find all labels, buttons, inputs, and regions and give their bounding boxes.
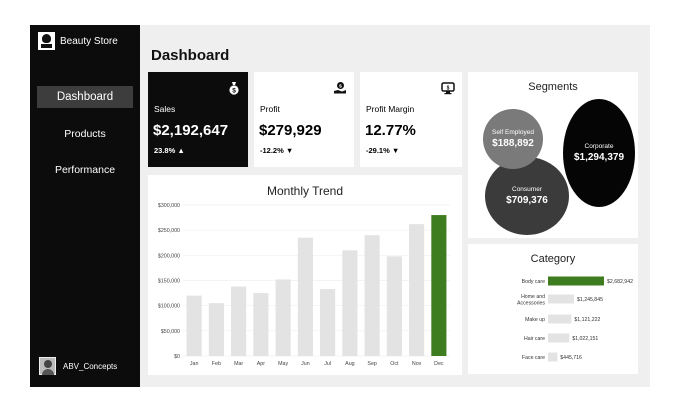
bar-feb xyxy=(208,303,224,356)
y-tick-label: $100,000 xyxy=(158,304,180,310)
page-title: Dashboard xyxy=(151,47,230,64)
bar-oct xyxy=(386,256,402,356)
bar-apr xyxy=(253,293,269,356)
category-title: Category xyxy=(530,253,576,265)
svg-text:$: $ xyxy=(339,83,342,89)
kpi-card-sales: $ Sales $2,192,647 23.8% ▲ xyxy=(148,72,248,167)
sidebar: Beauty Store Dashboard Products Performa… xyxy=(30,25,140,387)
segment-value: $709,376 xyxy=(506,195,548,206)
bar-jul xyxy=(320,289,336,356)
y-tick-label: $200,000 xyxy=(158,253,180,259)
value-label: $1,245,845 xyxy=(577,297,603,303)
brand-logo-icon xyxy=(38,32,55,50)
bar-aug xyxy=(342,250,358,356)
x-tick-label: May xyxy=(278,361,288,367)
bar-make-up xyxy=(548,314,572,324)
bar-jun xyxy=(297,237,313,356)
segment-bubble-corporate: Corporate $1,294,379 xyxy=(563,99,635,207)
value-label: $1,121,222 xyxy=(574,317,600,323)
segment-name: Self Employed xyxy=(492,129,534,136)
y-tick-label: $0 xyxy=(174,354,180,360)
segment-value: $1,294,379 xyxy=(573,152,625,163)
bar-nov xyxy=(409,224,425,356)
category-label-line: Home and xyxy=(521,294,545,300)
y-tick-label: $300,000 xyxy=(158,203,180,209)
category-label: Make up xyxy=(525,317,545,323)
bar-hair-care xyxy=(548,333,570,343)
kpi-change: -12.2% ▼ xyxy=(260,146,294,155)
category-label: Home and Accessories xyxy=(517,294,545,307)
x-tick-label: Jan xyxy=(190,361,199,367)
bar-face-care xyxy=(548,352,558,362)
kpi-card-profit-margin: $ Profit Margin 12.77% -29.1% ▼ xyxy=(360,72,462,167)
category-label: Body care xyxy=(522,279,545,285)
monthly-trend-chart: $0 $50,000 $100,000 $150,000 $200,000 $250,00… xyxy=(158,203,450,367)
bar-jan xyxy=(186,295,202,356)
brand-name: Beauty Store xyxy=(60,35,118,47)
kpi-value: $279,929 xyxy=(259,122,322,139)
kpi-label: Profit Margin xyxy=(366,104,415,114)
kpi-change: -29.1% ▼ xyxy=(366,146,400,155)
y-tick-label: $150,000 xyxy=(158,279,180,285)
bar-home-and-accessories xyxy=(548,294,575,304)
segment-bubble-self-employed: Self Employed $188,892 xyxy=(483,109,543,169)
x-tick-label: Feb xyxy=(212,361,221,367)
user-name: ABV_Concepts xyxy=(63,361,118,371)
category-label: Face care xyxy=(522,355,545,361)
nav-item-performance[interactable]: Performance xyxy=(54,164,116,176)
money-screen-icon: $ xyxy=(441,82,455,95)
x-tick-label: Sep xyxy=(367,361,376,367)
category-label: Hair care xyxy=(524,336,545,342)
category-panel: Category Body care $2,682,942 Home and Acce… xyxy=(468,244,638,374)
x-tick-label: Mar xyxy=(234,361,243,367)
segment-name: Consumer xyxy=(512,186,542,193)
kpi-value: 12.77% xyxy=(365,122,416,139)
kpi-value: $2,192,647 xyxy=(153,122,229,139)
bar-dec xyxy=(431,215,447,356)
segment-value: $188,892 xyxy=(492,138,534,149)
x-tick-label: Nov xyxy=(412,361,422,367)
value-label: $445,716 xyxy=(560,355,582,361)
avatar xyxy=(39,357,56,375)
bar-may xyxy=(275,279,291,356)
category-chart: Body care $2,682,942 Home and Accessories $1… xyxy=(517,276,633,362)
x-tick-label: Oct xyxy=(390,361,399,367)
value-label: $2,682,942 xyxy=(607,279,633,285)
x-tick-label: Jun xyxy=(301,361,310,367)
kpi-label: Profit xyxy=(260,104,280,114)
segments-panel: Segments Corporate $1,294,379 Consumer $… xyxy=(468,72,638,238)
x-tick-label: Aug xyxy=(345,361,354,367)
value-label: $1,022,151 xyxy=(572,336,598,342)
segments-title: Segments xyxy=(528,81,578,93)
segment-bubble-consumer: Consumer $709,376 xyxy=(485,157,569,235)
svg-text:$: $ xyxy=(232,87,236,94)
bar-sep xyxy=(364,235,380,356)
x-tick-label: Jul xyxy=(324,361,331,367)
bar-body-care xyxy=(548,276,604,286)
money-bag-icon: $ xyxy=(229,82,239,95)
chart-title: Monthly Trend xyxy=(266,184,344,198)
x-tick-label: Apr xyxy=(257,361,265,367)
y-tick-label: $250,000 xyxy=(158,228,180,234)
user-profile[interactable]: ABV_Concepts xyxy=(39,357,117,375)
brand: Beauty Store xyxy=(38,32,118,50)
nav-item-dashboard[interactable]: Dashboard xyxy=(37,86,133,108)
monthly-trend-panel: Monthly Trend $0 $50,000 $100,000 $150,000 $… xyxy=(148,175,462,375)
kpi-label: Sales xyxy=(154,104,176,114)
y-tick-label: $50,000 xyxy=(161,329,180,335)
svg-text:$: $ xyxy=(447,85,450,91)
segment-name: Corporate xyxy=(584,143,614,150)
x-tick-label: Dec xyxy=(434,361,444,367)
hand-money-icon: $ xyxy=(334,82,346,94)
bar-mar xyxy=(231,286,247,356)
dashboard-frame: Beauty Store Dashboard Products Performa… xyxy=(30,25,650,387)
kpi-card-profit: $ Profit $279,929 -12.2% ▼ xyxy=(254,72,354,167)
category-label-line: Accessories xyxy=(517,301,545,307)
nav-item-products[interactable]: Products xyxy=(64,128,106,140)
kpi-change: 23.8% ▲ xyxy=(154,146,185,155)
